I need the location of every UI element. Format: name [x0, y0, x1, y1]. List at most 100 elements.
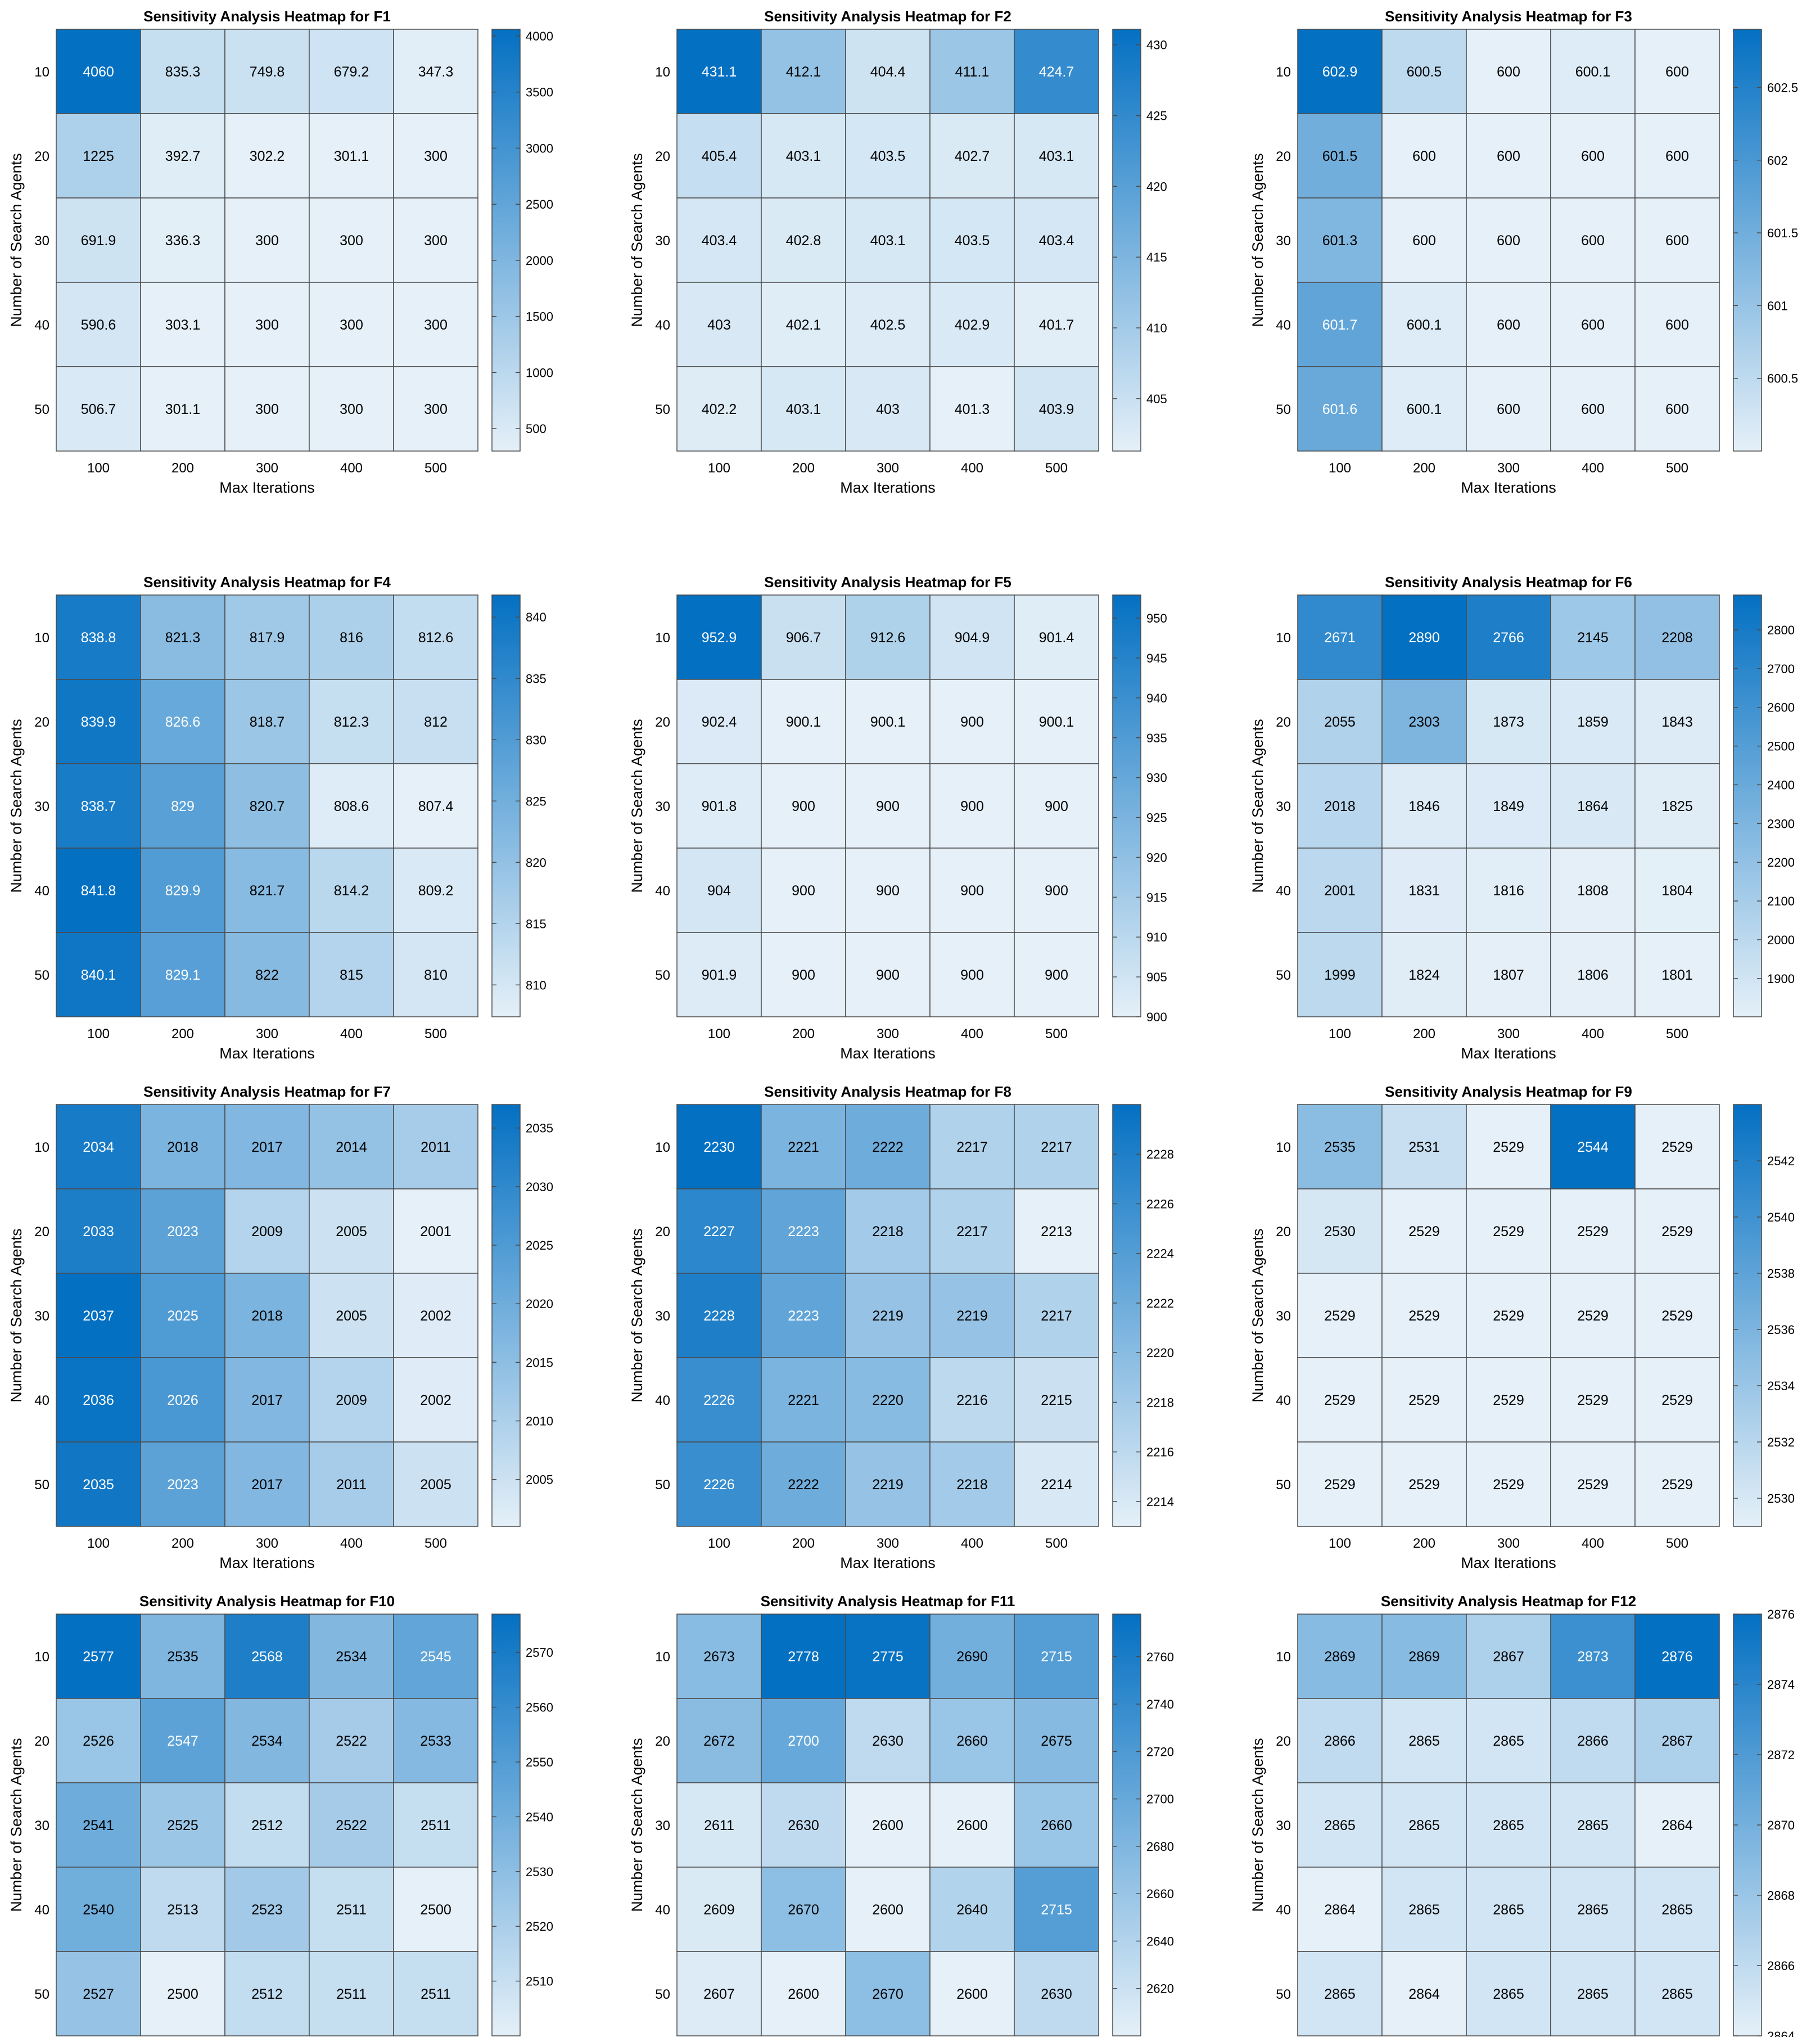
- y-tick-label: 10: [1276, 630, 1291, 646]
- x-axis-label: Max Iterations: [1461, 1045, 1556, 1062]
- x-tick-label: 200: [171, 1536, 194, 1551]
- heatmap-cell: [845, 1441, 931, 1527]
- cell-label: 2530: [1324, 1224, 1356, 1240]
- cell-label: 2005: [420, 1477, 451, 1493]
- cell-label: 600: [1581, 148, 1605, 164]
- heatmap-cell: [761, 932, 846, 1017]
- heatmap-cell: [845, 1104, 931, 1189]
- heatmap-cell: [1014, 848, 1099, 933]
- heatmap-cell: [929, 282, 1015, 367]
- heatmap-cell: [309, 197, 394, 283]
- heatmap-cell: [393, 1867, 478, 1952]
- cell-label: 900: [876, 967, 900, 983]
- heatmap-cell: [1381, 848, 1467, 933]
- cell-label: 2600: [788, 1986, 819, 2002]
- y-axis-label: Number of Search Agents: [8, 1228, 25, 1402]
- cell-label: 2527: [83, 1986, 114, 2002]
- x-tick-label: 400: [1582, 461, 1604, 476]
- heatmap-cell: [929, 197, 1015, 283]
- heatmap-cell: [56, 1188, 141, 1274]
- x-tick-label: 400: [340, 461, 363, 476]
- cell-label: 300: [255, 402, 279, 417]
- chart-title: Sensitivity Analysis Heatmap for F11: [761, 1593, 1015, 1610]
- heatmap-cell: [1466, 1867, 1551, 1952]
- colorbar-tick-label: 1900: [1767, 972, 1795, 986]
- cell-label: 2568: [251, 1649, 283, 1665]
- colorbar-tick-label: 2800: [1767, 623, 1795, 637]
- cell-label: 816: [340, 630, 363, 646]
- heatmap-cell: [1550, 1273, 1636, 1358]
- heatmap-cell: [224, 932, 310, 1017]
- heatmap-cell: [929, 1951, 1015, 2036]
- cell-label: 2217: [1041, 1308, 1072, 1324]
- heatmap-cell: [1634, 282, 1720, 367]
- x-tick-label: 400: [961, 1026, 983, 1042]
- colorbar-tick-label: 2760: [1146, 1650, 1174, 1664]
- y-tick-label: 20: [655, 1734, 670, 1749]
- heatmap-cell: [393, 679, 478, 764]
- y-axis-label: Number of Search Agents: [1249, 1738, 1266, 1912]
- heatmap-panel-8: Sensitivity Analysis Heatmap for F8 2230 2…: [629, 1083, 1174, 1571]
- cell-label: 2865: [1493, 1986, 1524, 2002]
- cell-label: 601.3: [1322, 233, 1358, 249]
- x-tick-label: 300: [1497, 1026, 1520, 1042]
- heatmap-cell: [140, 1614, 225, 1699]
- heatmap-cell: [224, 282, 310, 367]
- y-axis-label: Number of Search Agents: [629, 719, 645, 893]
- cell-label: 912.6: [870, 630, 906, 646]
- heatmap-cell: [1297, 1698, 1383, 1783]
- cell-label: 812.6: [418, 630, 454, 646]
- x-tick-label: 200: [1413, 1026, 1435, 1042]
- heatmap-cell: [1466, 848, 1551, 933]
- cell-label: 2223: [788, 1224, 819, 1240]
- x-tick-label: 300: [256, 461, 278, 476]
- cell-label: 2865: [1577, 1986, 1609, 2002]
- x-tick-label: 500: [1666, 461, 1688, 476]
- cell-label: 392.7: [165, 148, 201, 164]
- heatmap-cell: [1297, 366, 1383, 452]
- cell-label: 600: [1665, 317, 1689, 333]
- colorbar: [491, 1614, 521, 2036]
- heatmap-cell: [309, 1782, 394, 1868]
- heatmap-cell: [309, 282, 394, 367]
- cell-label: 402.7: [955, 148, 990, 164]
- cell-label: 2529: [1408, 1392, 1440, 1408]
- heatmap-cell: [1466, 1357, 1551, 1443]
- cell-label: 4060: [83, 64, 114, 80]
- heatmap-cell: [929, 1441, 1015, 1527]
- colorbar-tick-label: 820: [526, 855, 547, 869]
- cell-label: 2890: [1408, 630, 1440, 646]
- y-tick-label: 50: [1276, 1987, 1291, 2002]
- cell-label: 2529: [1408, 1224, 1440, 1240]
- cell-label: 2522: [336, 1733, 367, 1749]
- heatmap-cell: [1297, 763, 1383, 849]
- colorbar-tick-label: 2720: [1146, 1745, 1174, 1759]
- heatmap-cell: [761, 1357, 846, 1443]
- heatmap-cell: [140, 1782, 225, 1868]
- cell-label: 2035: [83, 1477, 114, 1493]
- cell-label: 403.5: [870, 148, 906, 164]
- colorbar-tick-label: 3000: [526, 141, 553, 155]
- x-tick-label: 200: [1413, 461, 1435, 476]
- cell-label: 2865: [1408, 1818, 1440, 1833]
- cell-label: 829: [171, 799, 195, 814]
- cell-label: 300: [424, 402, 448, 417]
- cell-label: 2869: [1324, 1649, 1356, 1665]
- heatmap-cell: [1014, 366, 1099, 452]
- colorbar-tick-label: 2100: [1767, 894, 1795, 908]
- cell-label: 2218: [872, 1224, 904, 1240]
- cell-label: 900: [792, 799, 815, 814]
- cell-label: 2607: [703, 1986, 735, 2002]
- y-tick-label: 30: [34, 1818, 49, 1833]
- heatmap-cell: [1550, 1698, 1636, 1783]
- heatmap-cell: [56, 1867, 141, 1952]
- heatmap-cell: [1014, 282, 1099, 367]
- heatmap-panel-2: Sensitivity Analysis Heatmap for F2 431.1…: [629, 8, 1167, 496]
- heatmap-cell: [309, 29, 394, 114]
- cell-label: 2577: [83, 1649, 114, 1665]
- heatmap-cell: [761, 282, 846, 367]
- cell-label: 808.6: [334, 799, 369, 814]
- heatmap-cell: [224, 1698, 310, 1783]
- heatmap-cell: [1014, 1357, 1099, 1443]
